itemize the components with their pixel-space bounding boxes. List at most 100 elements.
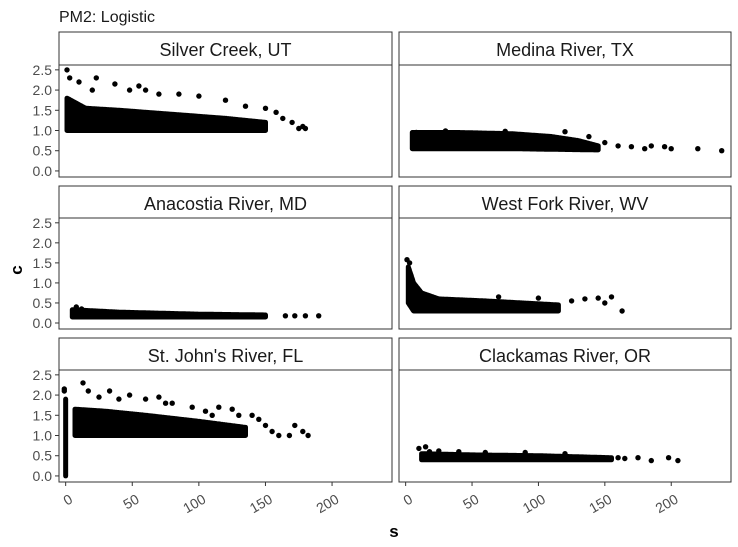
data-point [562,451,568,457]
data-point [126,87,133,93]
data-point [126,392,133,398]
data-point [73,304,80,310]
data-point [648,143,654,149]
data-point [648,457,654,464]
data-point [535,295,542,301]
data-point [628,144,635,150]
y-tick-label: 0.5 [33,448,53,464]
x-tick-label: 100 [180,491,208,517]
data-point [416,445,422,452]
facet-strip-label: Anacostia River, MD [144,194,307,214]
data-point [495,294,502,300]
facet-panel-frame [398,369,732,483]
data-point [602,300,608,306]
data-point [615,455,621,461]
data-point [262,105,269,112]
x-axis-label: s [389,522,398,541]
y-tick-label: 2.5 [33,215,53,231]
data-point [61,386,67,392]
y-tick-label: 1.0 [33,123,53,139]
facet-strip-label: St. John's River, FL [148,346,304,366]
data-point [269,428,275,435]
data-point [106,388,113,394]
data-point [280,115,286,122]
data-point [169,400,175,406]
data-point [229,406,235,412]
y-tick-label: 0.0 [33,315,53,331]
data-point [302,125,309,132]
data-point [176,91,182,97]
facet-strip-label: Clackamas River, OR [479,346,651,366]
facet-strip [58,31,393,66]
facet-panel: Anacostia River, MD 0.0 0.5 1.0 1.5 2.0 2.5 [33,185,393,331]
x-tick-label: 200 [653,491,681,517]
data-point [93,75,100,81]
data-point [296,125,302,132]
data-point [562,129,568,135]
data-point [665,455,672,461]
data-point [292,313,298,319]
x-tick-label: 0 [60,491,75,509]
data-point [256,416,262,422]
figure-title: PM2: Logistic [59,9,155,26]
data-point [482,449,488,456]
data-point [136,83,142,89]
data-point [300,428,306,435]
data-point [316,313,322,319]
dense-point-cloud [409,130,601,153]
y-tick-label: 2.5 [33,62,53,78]
data-point [112,81,118,87]
data-point [568,298,575,304]
data-point [608,294,615,300]
data-point [286,432,293,439]
x-tick-label: 200 [313,491,341,517]
y-tick-label: 0.0 [33,468,53,484]
data-point [76,79,82,85]
data-point [456,449,462,455]
data-point [242,103,249,109]
y-tick-label: 2.5 [33,367,53,383]
data-point [442,128,449,134]
data-point [695,146,701,152]
data-point [595,295,601,301]
data-point [189,404,195,410]
data-point [96,394,102,400]
data-point [282,313,289,319]
data-point [156,91,162,97]
data-point [422,444,429,450]
data-point [273,109,279,116]
y-tick-label: 2.0 [33,82,53,98]
data-point [142,87,149,93]
facet-strip-label: West Fork River, WV [482,194,649,214]
data-point [85,388,92,394]
data-point [249,412,255,418]
data-point [236,412,242,418]
data-point [413,129,419,136]
data-point [196,93,202,99]
dense-point-cloud [405,264,561,314]
x-tick-label: 150 [586,491,614,517]
data-point [116,396,122,402]
data-point [89,87,96,93]
dense-point-cloud [69,307,268,320]
data-point [602,139,608,146]
x-tick-label: 0 [400,491,415,509]
facet-panel-frame [398,64,732,178]
x-tick-label: 100 [520,491,548,517]
data-point [78,306,85,312]
data-point [502,128,508,134]
data-point [719,148,725,154]
data-point [642,146,648,152]
y-tick-label: 2.0 [33,387,53,403]
data-point [406,260,413,266]
facet-strip [398,31,732,66]
data-point [305,432,311,439]
data-point [582,296,588,302]
facet-panel: Silver Creek, UT 0.0 0.5 1.0 1.5 2.0 2.5 [33,31,393,179]
y-tick-label: 1.5 [33,102,53,118]
data-point [522,449,528,456]
data-point [586,133,592,140]
facet-strip-label: Silver Creek, UT [159,40,291,60]
data-point [222,97,229,103]
